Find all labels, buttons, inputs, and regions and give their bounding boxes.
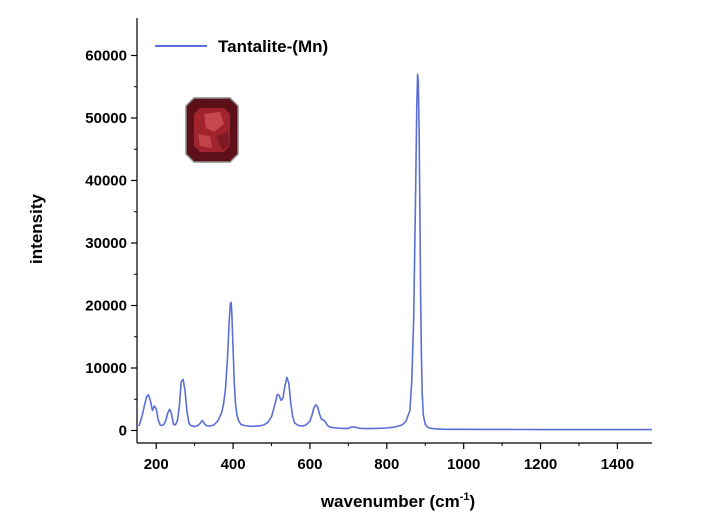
y-tick-label: 30000 xyxy=(85,235,127,252)
y-tick-label: 10000 xyxy=(85,360,127,377)
legend: Tantalite-(Mn) xyxy=(155,37,328,56)
y-axis-title: intensity xyxy=(27,194,46,264)
y-tick-label: 50000 xyxy=(85,110,127,127)
y-tick-label: 40000 xyxy=(85,173,127,190)
x-tick-label: 600 xyxy=(297,456,322,473)
axes: 0 10000 20000 30000 40000 50000 60000 200 400 60… xyxy=(85,18,652,473)
x-tick-label: 400 xyxy=(221,456,246,473)
series-line-tantalite-mn xyxy=(138,73,652,431)
gem-shadow xyxy=(216,132,230,150)
y-tick-label: 60000 xyxy=(85,48,127,65)
gem-highlight-2 xyxy=(198,134,212,148)
gemstone-image xyxy=(185,97,239,163)
x-axis-title-superscript: -1 xyxy=(460,491,470,503)
x-axis-title-suffix: ) xyxy=(470,492,476,511)
legend-label: Tantalite-(Mn) xyxy=(218,37,328,56)
gem-highlight xyxy=(204,112,224,132)
x-ticks: 200 400 600 800 1000 1200 1400 xyxy=(144,443,634,473)
x-tick-label: 200 xyxy=(144,456,169,473)
x-tick-label: 1200 xyxy=(524,456,557,473)
y-tick-label: 0 xyxy=(119,423,127,440)
x-tick-label: 1400 xyxy=(601,456,634,473)
x-tick-label: 1000 xyxy=(447,456,480,473)
x-tick-label: 800 xyxy=(374,456,399,473)
y-ticks: 0 10000 20000 30000 40000 50000 60000 xyxy=(85,48,137,440)
y-tick-label: 20000 xyxy=(85,298,127,315)
x-axis-title-main: wavenumber (cm xyxy=(320,492,460,511)
x-axis-title: wavenumber (cm-1) xyxy=(320,491,475,511)
